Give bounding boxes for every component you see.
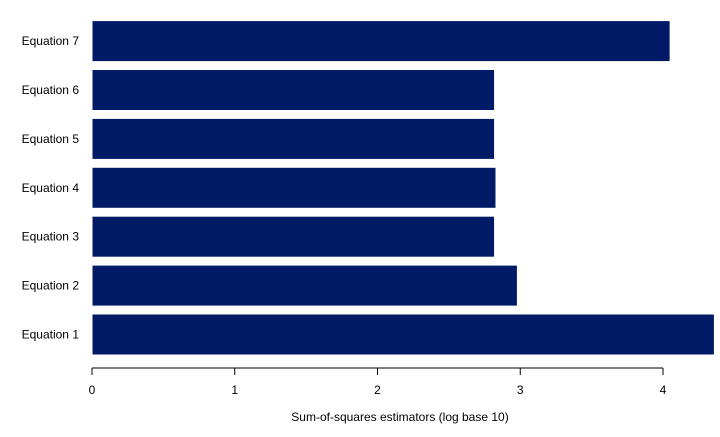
category-label: Equation 3 — [22, 230, 80, 244]
category-labels: Equation 1 Equation 2 Equation 3 Equation 4… — [22, 34, 80, 341]
bar-equation-7 — [91, 20, 671, 63]
x-axis-title: Sum-of-squares estimators (log base 10) — [291, 410, 508, 424]
bar-equation-1 — [91, 313, 715, 356]
bars-layer — [91, 20, 715, 356]
x-tick-label: 2 — [374, 383, 381, 397]
x-tick-label: 4 — [660, 383, 667, 397]
x-axis: 0 1 2 3 4 — [89, 367, 667, 397]
x-tick-label: 0 — [89, 383, 96, 397]
category-label: Equation 1 — [22, 328, 80, 342]
bar-equation-6 — [91, 69, 496, 111]
bar-equation-2 — [91, 264, 518, 307]
category-label: Equation 2 — [22, 279, 80, 293]
x-tick-label: 3 — [517, 383, 524, 397]
category-label: Equation 6 — [22, 83, 80, 97]
category-label: Equation 5 — [22, 132, 80, 146]
bar-equation-4 — [91, 166, 497, 209]
bar-equation-5 — [91, 117, 496, 160]
category-label: Equation 7 — [22, 34, 80, 48]
category-label: Equation 4 — [22, 181, 80, 195]
bar-equation-3 — [91, 215, 496, 258]
x-tick-label: 1 — [231, 383, 238, 397]
